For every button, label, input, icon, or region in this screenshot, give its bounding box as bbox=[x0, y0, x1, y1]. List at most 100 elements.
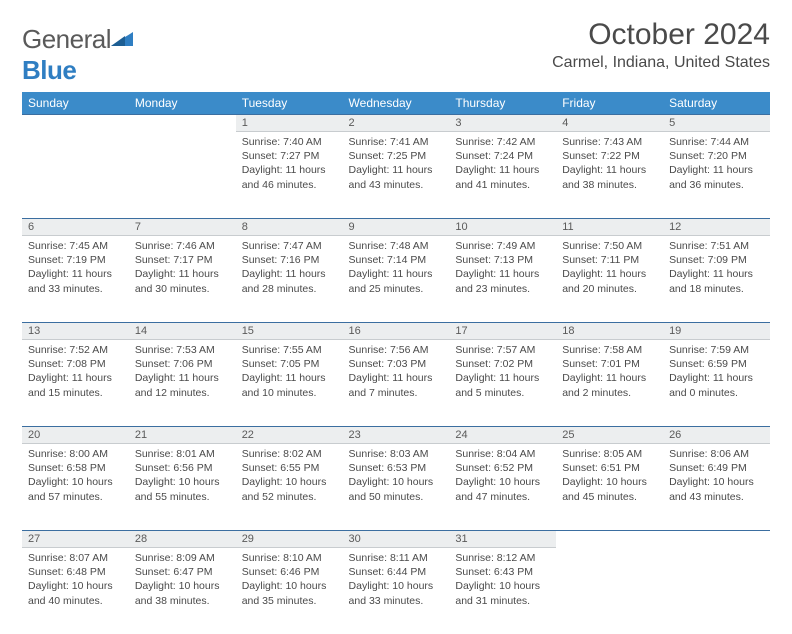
day-number-cell: 29 bbox=[236, 530, 343, 548]
day-detail-cell: Sunrise: 8:03 AMSunset: 6:53 PMDaylight:… bbox=[343, 444, 450, 530]
sunset-line: Sunset: 6:58 PM bbox=[28, 461, 123, 475]
daylight-line: Daylight: 11 hours and 36 minutes. bbox=[669, 163, 764, 191]
sunrise-line: Sunrise: 8:12 AM bbox=[455, 551, 550, 565]
week-daynum-row: 20212223242526 bbox=[22, 426, 770, 444]
sunrise-line: Sunrise: 7:45 AM bbox=[28, 239, 123, 253]
day-header: Wednesday bbox=[343, 92, 450, 114]
empty-cell bbox=[22, 114, 129, 132]
empty-cell bbox=[556, 530, 663, 548]
day-number-cell: 21 bbox=[129, 426, 236, 444]
day-detail-cell: Sunrise: 8:06 AMSunset: 6:49 PMDaylight:… bbox=[663, 444, 770, 530]
day-number-cell: 19 bbox=[663, 322, 770, 340]
day-number-cell: 24 bbox=[449, 426, 556, 444]
daylight-line: Daylight: 10 hours and 52 minutes. bbox=[242, 475, 337, 503]
day-header: Tuesday bbox=[236, 92, 343, 114]
day-header: Friday bbox=[556, 92, 663, 114]
sunrise-line: Sunrise: 8:01 AM bbox=[135, 447, 230, 461]
day-number-cell: 11 bbox=[556, 218, 663, 236]
day-detail-cell: Sunrise: 7:42 AMSunset: 7:24 PMDaylight:… bbox=[449, 132, 556, 218]
day-number-cell: 1 bbox=[236, 114, 343, 132]
day-detail-cell: Sunrise: 7:44 AMSunset: 7:20 PMDaylight:… bbox=[663, 132, 770, 218]
empty-cell bbox=[22, 132, 129, 218]
day-number-cell: 6 bbox=[22, 218, 129, 236]
location: Carmel, Indiana, United States bbox=[552, 54, 770, 72]
sunrise-line: Sunrise: 7:55 AM bbox=[242, 343, 337, 357]
day-header-row: SundayMondayTuesdayWednesdayThursdayFrid… bbox=[22, 92, 770, 114]
title-block: October 2024 Carmel, Indiana, United Sta… bbox=[552, 18, 770, 72]
sunset-line: Sunset: 7:22 PM bbox=[562, 149, 657, 163]
day-detail-cell: Sunrise: 7:55 AMSunset: 7:05 PMDaylight:… bbox=[236, 340, 343, 426]
daylight-line: Daylight: 11 hours and 2 minutes. bbox=[562, 371, 657, 399]
daylight-line: Daylight: 11 hours and 43 minutes. bbox=[349, 163, 444, 191]
sunrise-line: Sunrise: 7:49 AM bbox=[455, 239, 550, 253]
daylight-line: Daylight: 10 hours and 35 minutes. bbox=[242, 579, 337, 607]
sunrise-line: Sunrise: 7:51 AM bbox=[669, 239, 764, 253]
daylight-line: Daylight: 11 hours and 46 minutes. bbox=[242, 163, 337, 191]
sunrise-line: Sunrise: 8:09 AM bbox=[135, 551, 230, 565]
daylight-line: Daylight: 11 hours and 41 minutes. bbox=[455, 163, 550, 191]
sunset-line: Sunset: 7:13 PM bbox=[455, 253, 550, 267]
empty-cell bbox=[663, 548, 770, 634]
sunset-line: Sunset: 6:59 PM bbox=[669, 357, 764, 371]
day-number-cell: 3 bbox=[449, 114, 556, 132]
day-detail-cell: Sunrise: 8:05 AMSunset: 6:51 PMDaylight:… bbox=[556, 444, 663, 530]
empty-cell bbox=[556, 548, 663, 634]
daylight-line: Daylight: 11 hours and 15 minutes. bbox=[28, 371, 123, 399]
day-number-cell: 22 bbox=[236, 426, 343, 444]
daylight-line: Daylight: 10 hours and 47 minutes. bbox=[455, 475, 550, 503]
day-header: Monday bbox=[129, 92, 236, 114]
daylight-line: Daylight: 10 hours and 33 minutes. bbox=[349, 579, 444, 607]
daylight-line: Daylight: 10 hours and 50 minutes. bbox=[349, 475, 444, 503]
sunset-line: Sunset: 7:11 PM bbox=[562, 253, 657, 267]
sunrise-line: Sunrise: 7:52 AM bbox=[28, 343, 123, 357]
day-number-cell: 2 bbox=[343, 114, 450, 132]
day-number-cell: 28 bbox=[129, 530, 236, 548]
day-detail-cell: Sunrise: 8:12 AMSunset: 6:43 PMDaylight:… bbox=[449, 548, 556, 634]
day-detail-cell: Sunrise: 8:10 AMSunset: 6:46 PMDaylight:… bbox=[236, 548, 343, 634]
day-detail-cell: Sunrise: 7:40 AMSunset: 7:27 PMDaylight:… bbox=[236, 132, 343, 218]
sunrise-line: Sunrise: 7:53 AM bbox=[135, 343, 230, 357]
day-detail-cell: Sunrise: 7:48 AMSunset: 7:14 PMDaylight:… bbox=[343, 236, 450, 322]
day-detail-cell: Sunrise: 7:47 AMSunset: 7:16 PMDaylight:… bbox=[236, 236, 343, 322]
daylight-line: Daylight: 11 hours and 28 minutes. bbox=[242, 267, 337, 295]
sunrise-line: Sunrise: 8:05 AM bbox=[562, 447, 657, 461]
day-number-cell: 13 bbox=[22, 322, 129, 340]
day-number-cell: 30 bbox=[343, 530, 450, 548]
daylight-line: Daylight: 11 hours and 10 minutes. bbox=[242, 371, 337, 399]
logo-text-blue: Blue bbox=[22, 55, 76, 85]
sunset-line: Sunset: 6:47 PM bbox=[135, 565, 230, 579]
sunset-line: Sunset: 7:16 PM bbox=[242, 253, 337, 267]
day-detail-cell: Sunrise: 7:45 AMSunset: 7:19 PMDaylight:… bbox=[22, 236, 129, 322]
daylight-line: Daylight: 11 hours and 7 minutes. bbox=[349, 371, 444, 399]
week-detail-row: Sunrise: 8:00 AMSunset: 6:58 PMDaylight:… bbox=[22, 444, 770, 530]
daylight-line: Daylight: 10 hours and 31 minutes. bbox=[455, 579, 550, 607]
sunrise-line: Sunrise: 8:02 AM bbox=[242, 447, 337, 461]
day-detail-cell: Sunrise: 7:56 AMSunset: 7:03 PMDaylight:… bbox=[343, 340, 450, 426]
daylight-line: Daylight: 11 hours and 20 minutes. bbox=[562, 267, 657, 295]
day-detail-cell: Sunrise: 8:07 AMSunset: 6:48 PMDaylight:… bbox=[22, 548, 129, 634]
sunset-line: Sunset: 7:20 PM bbox=[669, 149, 764, 163]
day-detail-cell: Sunrise: 8:00 AMSunset: 6:58 PMDaylight:… bbox=[22, 444, 129, 530]
logo-text-general: General bbox=[22, 24, 111, 54]
sunrise-line: Sunrise: 7:56 AM bbox=[349, 343, 444, 357]
sunset-line: Sunset: 6:48 PM bbox=[28, 565, 123, 579]
day-detail-cell: Sunrise: 7:43 AMSunset: 7:22 PMDaylight:… bbox=[556, 132, 663, 218]
day-number-cell: 23 bbox=[343, 426, 450, 444]
week-daynum-row: 6789101112 bbox=[22, 218, 770, 236]
day-number-cell: 4 bbox=[556, 114, 663, 132]
sunset-line: Sunset: 7:25 PM bbox=[349, 149, 444, 163]
sunrise-line: Sunrise: 7:42 AM bbox=[455, 135, 550, 149]
sunset-line: Sunset: 6:46 PM bbox=[242, 565, 337, 579]
sunrise-line: Sunrise: 7:43 AM bbox=[562, 135, 657, 149]
sunset-line: Sunset: 6:52 PM bbox=[455, 461, 550, 475]
sunset-line: Sunset: 7:14 PM bbox=[349, 253, 444, 267]
day-number-cell: 7 bbox=[129, 218, 236, 236]
week-detail-row: Sunrise: 8:07 AMSunset: 6:48 PMDaylight:… bbox=[22, 548, 770, 634]
empty-cell bbox=[129, 114, 236, 132]
week-daynum-row: 2728293031 bbox=[22, 530, 770, 548]
day-header: Saturday bbox=[663, 92, 770, 114]
day-detail-cell: Sunrise: 7:41 AMSunset: 7:25 PMDaylight:… bbox=[343, 132, 450, 218]
sunrise-line: Sunrise: 8:03 AM bbox=[349, 447, 444, 461]
sunset-line: Sunset: 6:43 PM bbox=[455, 565, 550, 579]
sunset-line: Sunset: 7:08 PM bbox=[28, 357, 123, 371]
